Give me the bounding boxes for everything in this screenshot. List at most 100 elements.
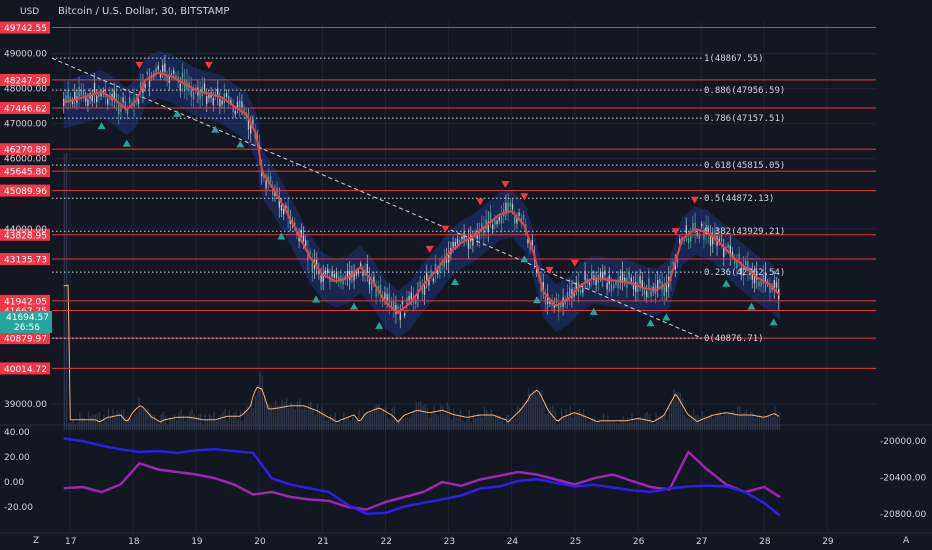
time-axis[interactable]: 17 18 19 20 21 22 23 24 25 26 27 28 29	[0, 532, 932, 547]
candle-body	[366, 263, 368, 273]
candle-body	[452, 241, 454, 248]
volume-bar	[266, 405, 268, 430]
volume-bar	[327, 418, 330, 430]
volume-bar	[204, 413, 206, 430]
volume-bar	[604, 420, 607, 430]
candle-body	[230, 100, 232, 103]
band-area	[63, 50, 780, 339]
time-axis-tick: 18	[128, 537, 140, 547]
candle-body	[307, 250, 309, 261]
candle-body	[687, 237, 690, 244]
volume-bar	[464, 421, 466, 430]
auto-axis-toggle[interactable]: A	[903, 536, 910, 546]
volume-bar	[556, 424, 558, 430]
volume-bar	[571, 417, 574, 430]
candle-body	[148, 77, 151, 88]
volume-bar	[197, 414, 200, 430]
volume-bar	[272, 405, 275, 430]
candle-body	[507, 202, 509, 212]
volume-bar	[202, 424, 204, 430]
fib-level-label: 0.382(43929.21)	[704, 227, 785, 237]
volume-bar	[699, 421, 701, 430]
volume-bar	[466, 419, 468, 430]
volume-bar	[657, 416, 660, 430]
level-price-tag	[0, 228, 50, 241]
candle-body	[738, 253, 740, 260]
level-price-tag	[0, 165, 50, 178]
volume-bar	[329, 414, 332, 430]
price-axis-tick: 47000.00	[4, 120, 47, 130]
level-price-label: 43828.95	[4, 231, 47, 241]
candle-body	[375, 288, 377, 297]
volume-bar	[728, 412, 730, 430]
current-price-value: 41694.57	[6, 313, 49, 323]
volume-bar	[675, 394, 677, 430]
volume-bar	[741, 412, 743, 430]
volume-bar	[642, 418, 644, 430]
level-price-tag	[0, 143, 50, 156]
candle-body	[591, 272, 593, 280]
candle-body	[399, 312, 401, 321]
volume-bar	[351, 417, 354, 430]
candle-body	[107, 99, 109, 105]
candle-body	[758, 282, 760, 287]
volume-bar	[774, 405, 776, 430]
volume-bar	[686, 417, 688, 430]
time-axis-tick: 21	[317, 537, 328, 547]
volume-bar	[404, 417, 407, 430]
sell-signal-arrow	[476, 198, 485, 206]
chart-title: Bitcoin / U.S. Dollar, 30, BITSTAMP	[58, 6, 229, 17]
candle-body	[481, 223, 483, 232]
volume-bar	[345, 418, 347, 430]
volume-bar	[76, 422, 79, 430]
volume-bar	[565, 409, 567, 430]
auto-scale-toggle[interactable]: Z	[33, 536, 39, 546]
candle-body	[428, 280, 430, 286]
volume-bar	[208, 413, 211, 430]
volume-bar	[90, 416, 92, 430]
level-price-tag	[0, 253, 50, 266]
volume-bar	[136, 413, 138, 430]
volume-bar	[340, 422, 343, 430]
candle-body	[168, 75, 170, 83]
volume-bar	[178, 412, 180, 430]
price-axis[interactable]: 49000.00 48000.00 47000.00 46000.00 44000.00…	[4, 50, 47, 410]
volume-bar	[714, 416, 717, 430]
volume-bar	[323, 411, 325, 430]
volume-bar	[175, 419, 178, 430]
currency-label[interactable]: USD	[20, 7, 39, 17]
candle-body	[322, 273, 324, 282]
oscillator-left-tick: -20.00	[4, 503, 33, 513]
candle-body	[753, 274, 756, 284]
buy-signal-arrow	[211, 125, 220, 133]
candle-body	[683, 238, 685, 242]
volume-bar	[622, 416, 624, 430]
candle-body	[584, 271, 586, 281]
candle-body	[527, 238, 529, 244]
candle-body	[632, 282, 635, 290]
candle-body	[747, 261, 749, 272]
oscillator-left-tick: 40.00	[4, 428, 30, 438]
volume-bar	[618, 424, 620, 430]
volume-bar	[349, 420, 352, 430]
level-price-tag	[0, 294, 50, 307]
volume-bar	[79, 412, 81, 430]
volume-bar	[213, 412, 215, 430]
candle-body	[729, 245, 731, 256]
candle-body	[294, 222, 296, 228]
sell-signal-arrow	[671, 228, 680, 236]
candle-body	[404, 313, 406, 316]
volume-bar	[653, 423, 655, 430]
volume-bar	[118, 412, 121, 430]
volume-bar	[182, 415, 184, 430]
volume-bar	[706, 416, 708, 430]
candle-body	[575, 282, 577, 289]
candle-body	[96, 95, 98, 102]
candle-body	[637, 282, 639, 293]
volume-bar	[563, 417, 565, 430]
buy-signal-arrow	[662, 313, 671, 321]
trend-line[interactable]	[51, 57, 703, 339]
candle-body	[371, 282, 373, 292]
